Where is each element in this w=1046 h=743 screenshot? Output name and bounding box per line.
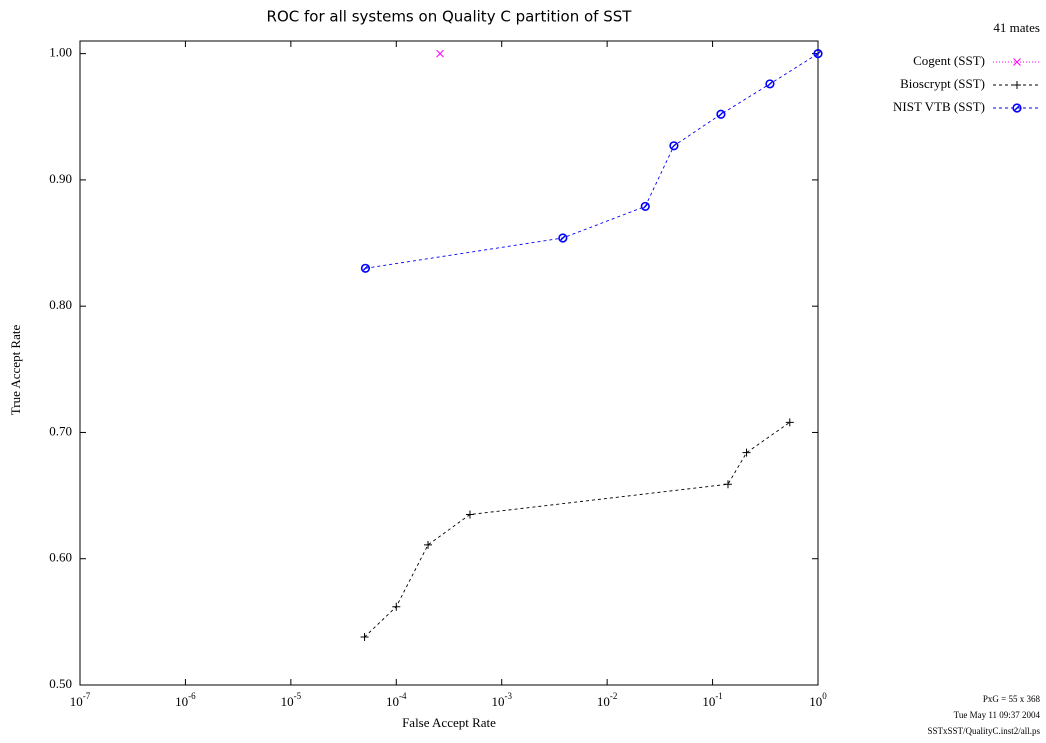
marker: [360, 263, 371, 273]
x-tick-label: 10-1: [702, 691, 723, 709]
marker: [558, 233, 568, 243]
marker-ring: [360, 263, 371, 273]
legend-marker: [1014, 105, 1020, 111]
marker: [723, 480, 732, 489]
marker: [785, 418, 794, 427]
legend-label: Cogent (SST): [913, 53, 985, 68]
chart-title: ROC for all systems on Quality C partiti…: [267, 8, 633, 26]
series-line: [364, 421, 791, 638]
y-tick-label: 0.90: [49, 171, 72, 186]
x-tick-label: 10-3: [491, 691, 512, 709]
legend-marker: [1012, 103, 1022, 113]
marker-ring: [765, 79, 775, 89]
marker-slash: [815, 51, 821, 57]
marker-slash: [362, 265, 368, 271]
y-tick-label: 0.70: [49, 423, 72, 438]
marker-slash: [718, 111, 724, 117]
marker: [640, 201, 650, 212]
y-tick-label: 0.60: [49, 550, 72, 565]
y-tick-label: 0.50: [49, 676, 72, 691]
marker-ring: [669, 141, 679, 151]
x-tick-label: 10-5: [281, 691, 302, 709]
plot-frame: [79, 40, 819, 686]
legend-label: NIST VTB (SST): [893, 99, 985, 114]
series-line: [365, 53, 819, 269]
x-tick-label: 10-4: [386, 691, 407, 709]
x-tick-label: 10-7: [70, 691, 91, 709]
marker: [765, 79, 775, 89]
x-tick-label: 100: [809, 691, 827, 709]
footer-text: SSTxSST/QualityC.inst2/all.ps: [927, 726, 1040, 736]
legend-label: Bioscrypt (SST): [900, 76, 985, 91]
marker: [716, 109, 726, 119]
marker: [360, 633, 369, 642]
y-tick-label: 0.80: [49, 297, 72, 312]
x-axis-label: False Accept Rate: [402, 715, 496, 730]
marker: [424, 540, 433, 549]
marker-ring: [813, 49, 823, 59]
marker-slash: [671, 143, 677, 149]
legend-marker: [1013, 58, 1021, 66]
marker-slash: [560, 235, 566, 241]
y-axis-label: True Accept Rate: [8, 325, 23, 416]
marker-slash: [767, 81, 773, 87]
marker-slash: [642, 203, 648, 209]
marker-ring: [716, 109, 726, 119]
x-tick-label: 10-2: [597, 691, 618, 709]
marker: [813, 49, 823, 59]
legend-marker: [1013, 81, 1021, 89]
marker: [392, 602, 401, 611]
footer-text: PxG = 55 x 368: [983, 694, 1041, 704]
marker: [465, 510, 474, 519]
marker-ring: [558, 233, 568, 243]
footer-text: Tue May 11 09:37 2004: [954, 710, 1041, 720]
legend-title: 41 mates: [993, 20, 1040, 35]
marker: [742, 448, 751, 457]
x-tick-label: 10-6: [175, 691, 196, 709]
marker: [436, 49, 444, 58]
marker-ring: [640, 201, 650, 212]
y-tick-label: 1.00: [49, 45, 72, 60]
marker: [669, 141, 679, 151]
